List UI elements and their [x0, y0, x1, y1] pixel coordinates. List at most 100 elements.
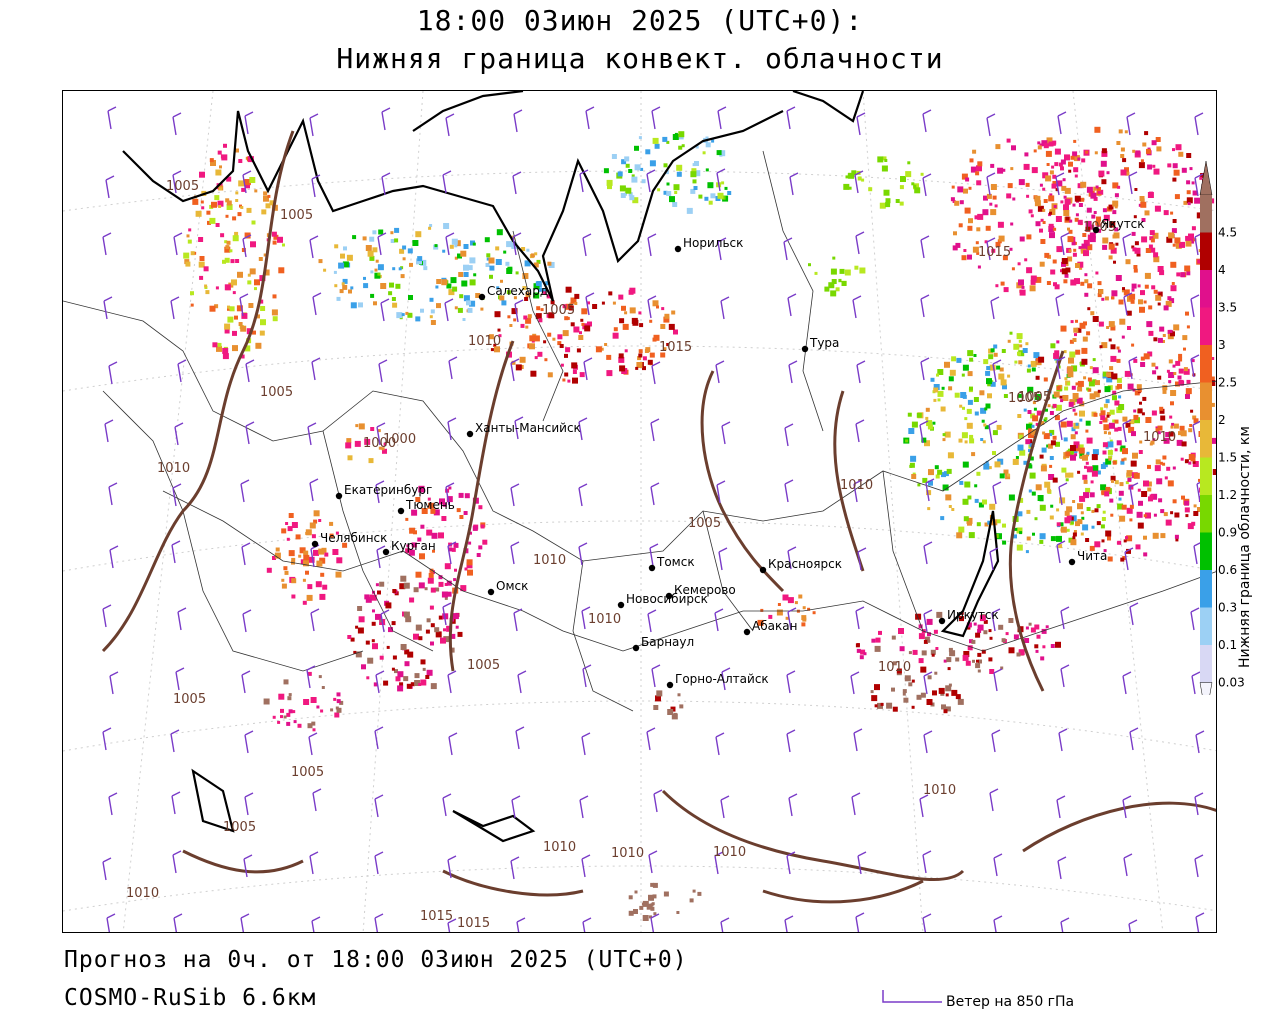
cloud-cell: [565, 303, 572, 310]
cloud-cell: [1187, 523, 1194, 530]
cloud-cell: [1174, 194, 1180, 200]
wind-barb: [720, 296, 730, 320]
cloud-cell: [366, 676, 370, 680]
cloud-cell: [365, 640, 370, 645]
cloud-cell: [977, 652, 982, 657]
cloud-cell: [1190, 456, 1196, 462]
cloud-cell: [923, 639, 928, 644]
cloud-cell: [1118, 497, 1122, 501]
cloud-cell: [1073, 441, 1080, 448]
cloud-cell: [329, 521, 334, 526]
cloud-cell: [1115, 242, 1119, 246]
cloud-cell: [1190, 409, 1194, 413]
cloud-cell: [1101, 148, 1107, 154]
cloud-cell: [916, 694, 922, 700]
cloud-cell: [656, 305, 659, 309]
cloud-cell: [1159, 406, 1164, 411]
cloud-cell: [1114, 448, 1118, 452]
cloud-cell: [705, 142, 711, 148]
cloud-cell: [435, 631, 442, 638]
wind-barb: [920, 235, 930, 259]
cloud-cell: [281, 578, 285, 582]
cloud-cell: [1001, 349, 1006, 353]
cloud-cell: [1149, 236, 1154, 241]
cloud-cell: [1098, 170, 1105, 177]
cloud-cell: [1110, 355, 1117, 362]
cloud-cell: [369, 236, 375, 242]
cloud-cell: [1107, 556, 1113, 562]
cloud-cell: [667, 709, 674, 715]
cloud-cell: [489, 274, 493, 279]
wind-barb: [377, 232, 387, 256]
cloud-cell: [1065, 267, 1071, 273]
wind-barb: [850, 671, 860, 695]
cloud-cell: [964, 207, 971, 214]
cloud-cell: [263, 195, 269, 202]
cloud-cell: [948, 386, 953, 391]
cloud-cell: [1140, 356, 1145, 361]
wind-barb: [717, 106, 727, 130]
cloud-cell: [982, 499, 987, 505]
cloud-cell: [1145, 417, 1152, 423]
cloud-cell: [1185, 240, 1192, 247]
cloud-cell: [1052, 403, 1057, 408]
cloud-cell: [1064, 273, 1069, 278]
cloud-cell: [283, 679, 289, 685]
cloud-cell: [225, 198, 230, 203]
cloud-cell: [1191, 226, 1196, 231]
cloud-cell: [547, 332, 552, 337]
cloud-cell: [1066, 528, 1070, 532]
cloud-cell: [1148, 244, 1153, 249]
cloud-cell: [452, 286, 458, 292]
cloud-cell: [407, 651, 414, 658]
cloud-cell: [1039, 454, 1044, 459]
cloud-cell: [1069, 351, 1076, 358]
cloud-cell: [1072, 203, 1076, 207]
colorbar-tick-label: 0.3: [1218, 601, 1237, 615]
cloud-cell: [972, 659, 975, 663]
wind-barb: [381, 172, 391, 196]
cloud-cell: [1002, 168, 1006, 172]
city-label: Тюмень: [405, 498, 455, 512]
cloud-cell: [1071, 365, 1078, 372]
cloud-cell: [1095, 271, 1099, 275]
cloud-cell: [1078, 447, 1085, 454]
wind-barb: [716, 168, 726, 192]
cloud-cell: [392, 267, 396, 271]
cloud-cell: [1097, 281, 1102, 286]
cloud-cell: [1114, 419, 1119, 424]
cloud-cell: [1067, 236, 1074, 243]
cloud-cell: [190, 251, 195, 256]
cloud-cell: [1185, 514, 1189, 518]
cloud-cell: [843, 183, 850, 190]
cloud-cell: [1172, 243, 1176, 247]
cloud-cell: [1153, 289, 1158, 294]
cloud-cell: [1002, 384, 1007, 390]
cloud-cell: [1087, 307, 1091, 311]
wind-barb: [242, 234, 252, 258]
cloud-cell: [721, 181, 725, 185]
wind-barb: [172, 170, 182, 194]
cloud-cell: [969, 357, 974, 362]
cloud-cell: [1068, 229, 1073, 234]
cloud-cell: [1029, 285, 1036, 292]
cloud-cell: [1063, 437, 1068, 442]
cloud-cell: [303, 554, 310, 561]
cloud-cell: [544, 358, 548, 362]
isobar-label: 1005: [467, 658, 500, 673]
cloud-cell: [1030, 279, 1036, 285]
cloud-cell: [480, 307, 484, 311]
cloud-cell: [1060, 526, 1067, 533]
cloud-cell: [1010, 167, 1014, 171]
cloud-cell: [272, 240, 277, 245]
wind-barb: [1124, 547, 1134, 571]
cloud-cell: [982, 209, 989, 216]
cloud-cell: [1129, 518, 1133, 522]
cloud-cell: [930, 649, 936, 655]
cloud-cell: [272, 556, 276, 560]
cloud-cell: [922, 477, 928, 483]
cloud-cell: [480, 524, 485, 529]
cloud-cell: [409, 527, 416, 534]
wind-barb: [104, 419, 114, 443]
cloud-cell: [1145, 248, 1151, 253]
